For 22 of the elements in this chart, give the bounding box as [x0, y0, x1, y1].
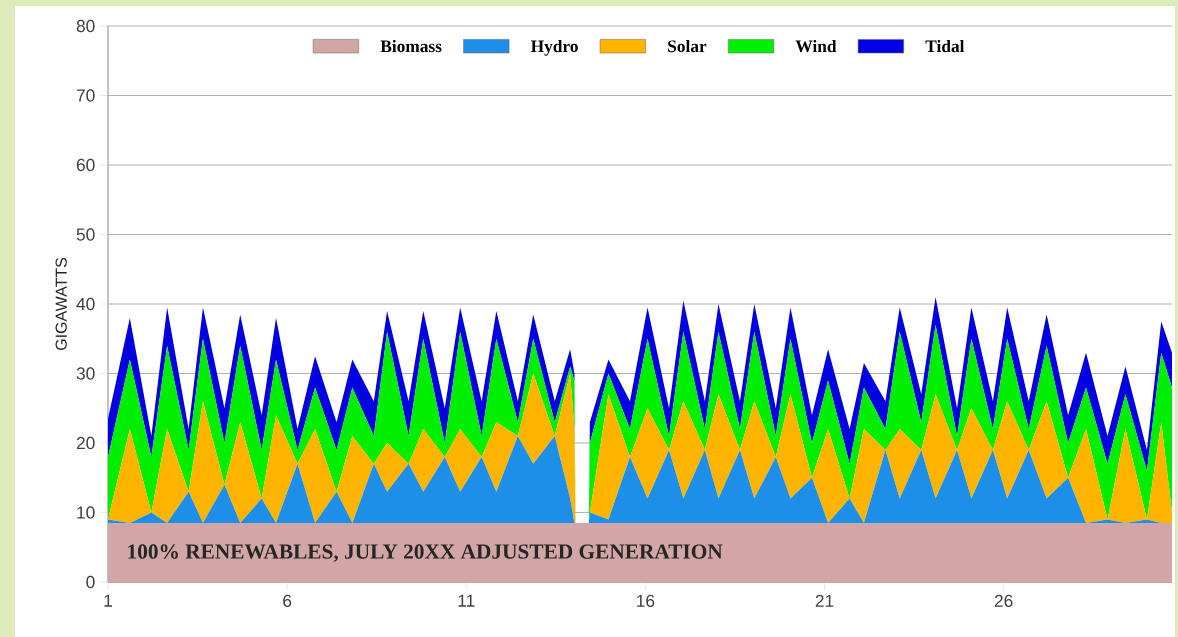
y-tick-label: 20 — [76, 436, 95, 450]
legend-label: Wind — [795, 39, 837, 53]
x-tick-label: 21 — [815, 594, 834, 607]
y-tick-label: 50 — [76, 228, 95, 241]
x-tick-label: 26 — [994, 594, 1013, 607]
legend-label: Biomass — [380, 39, 442, 53]
x-tick-label: 11 — [458, 594, 475, 607]
annotation: 100% RENEWABLES, JULY 20XX ADJUSTED GENERATION — [128, 544, 723, 562]
y-tick-label: 10 — [77, 506, 95, 519]
x-tick-label: 1 — [104, 594, 112, 607]
y-tick-label: 80 — [76, 19, 95, 33]
legend-label: Hydro — [530, 39, 578, 56]
y-tick-label: 70 — [76, 89, 95, 102]
y-tick-label: 0 — [86, 575, 95, 589]
x-tick-label: 16 — [637, 594, 655, 607]
legend-label: Tidal — [925, 39, 965, 53]
y-tick-label: 40 — [76, 297, 95, 311]
y-tick-label: 60 — [76, 158, 95, 172]
y-tick-label: 30 — [76, 367, 95, 380]
y-axis-title: GIGAWATTS — [55, 257, 67, 351]
legend-label: Solar — [668, 39, 707, 53]
x-tick-label: 6 — [283, 594, 292, 607]
